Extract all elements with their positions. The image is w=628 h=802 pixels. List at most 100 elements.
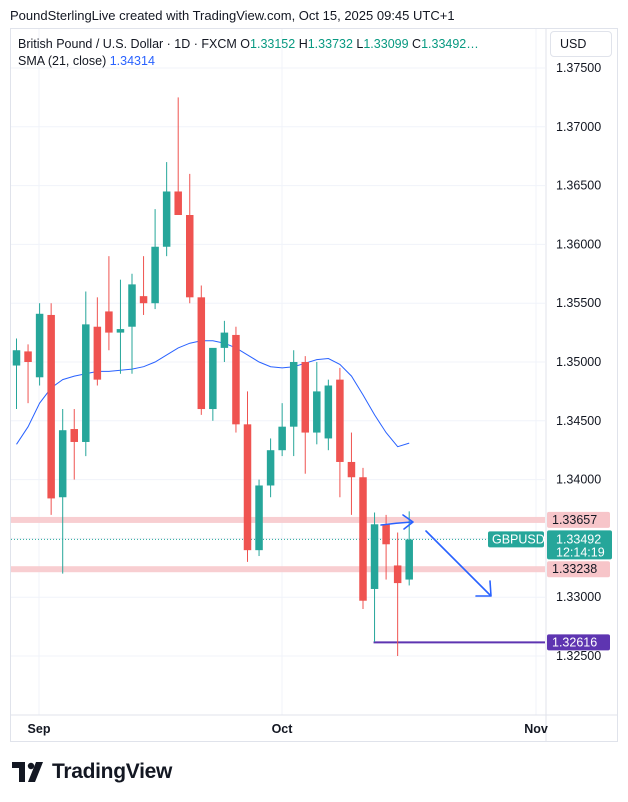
level-price-label-text: 1.33657 xyxy=(552,513,597,527)
resistance-zone xyxy=(11,516,545,523)
tradingview-wordmark: TradingView xyxy=(52,760,173,783)
legend-symbol-row: British Pound / U.S. Dollar · 1D · FXCM … xyxy=(18,36,479,53)
candle-body xyxy=(139,296,148,304)
candle xyxy=(382,514,390,580)
candle xyxy=(220,320,229,362)
candle-body xyxy=(24,351,32,362)
last-price-badge-bg xyxy=(547,530,612,560)
candle-body xyxy=(47,314,55,499)
candle-body xyxy=(151,246,159,304)
candle xyxy=(243,391,252,562)
last-price-value: 1.33492 xyxy=(556,532,601,546)
candle xyxy=(393,532,402,656)
candle xyxy=(70,409,78,480)
symbol-tag-text: GBPUSD xyxy=(492,532,545,546)
candle-body xyxy=(278,426,286,451)
support-price-label: 1.32616 xyxy=(547,634,610,651)
candle xyxy=(82,291,90,457)
legend-high-label: H xyxy=(298,37,308,51)
currency-button[interactable]: USD xyxy=(550,31,612,57)
candle-body xyxy=(105,311,113,333)
legend-open-label: O xyxy=(240,37,251,51)
candle xyxy=(128,273,136,374)
symbol-tag: GBPUSD xyxy=(488,531,545,548)
y-tick-label: 1.34500 xyxy=(556,414,601,428)
candle xyxy=(266,438,275,498)
candle xyxy=(58,409,67,574)
candle-body xyxy=(313,391,321,433)
candle xyxy=(105,256,113,351)
legend-open: 1.33152 xyxy=(250,37,296,51)
candle-body xyxy=(209,347,217,410)
candle xyxy=(347,432,356,515)
candle-body xyxy=(382,524,390,545)
candle-body xyxy=(266,450,275,486)
y-tick-label: 1.36500 xyxy=(556,179,601,193)
candle-body xyxy=(128,284,136,327)
tradingview-logo: TradingView xyxy=(12,760,172,784)
candle xyxy=(174,97,182,215)
legend-low-label: L xyxy=(356,37,364,51)
legend-sma-value: 1.34314 xyxy=(109,54,155,68)
candle xyxy=(47,303,55,515)
chart-credit: PoundSterlingLive created with TradingVi… xyxy=(10,8,455,23)
candle-body xyxy=(301,362,309,433)
candle xyxy=(336,367,344,498)
candle-body xyxy=(289,362,298,427)
candle-body xyxy=(35,313,44,378)
candle-body xyxy=(324,385,333,439)
support-price-label-text: 1.32616 xyxy=(552,635,597,649)
candle xyxy=(255,479,263,557)
candle-body xyxy=(93,326,102,380)
candle xyxy=(162,162,171,257)
y-tick-label: 1.34000 xyxy=(556,473,601,487)
candle-body xyxy=(255,485,263,551)
support-price-label-bg xyxy=(547,634,610,651)
legend-symbol: British Pound / U.S. Dollar · 1D · FXCM xyxy=(18,37,237,51)
candle xyxy=(12,338,21,410)
candle xyxy=(324,379,333,451)
candle xyxy=(209,347,217,421)
candle-body xyxy=(58,430,67,498)
legend-sma-label: SMA (21, close) xyxy=(18,54,107,68)
candle-body xyxy=(174,191,182,215)
candle xyxy=(370,512,379,642)
sma-line xyxy=(16,340,410,448)
chart-frame xyxy=(10,28,618,742)
candle xyxy=(139,256,148,315)
x-tick-label: Sep xyxy=(28,722,51,736)
candle-body xyxy=(12,350,21,366)
candle-body xyxy=(359,477,367,601)
last-price-countdown: 12:14:19 xyxy=(556,545,605,559)
annotation-arrow-right xyxy=(380,521,413,526)
y-tick-label: 1.37000 xyxy=(556,120,601,134)
candle xyxy=(93,297,102,386)
legend-close-label: C xyxy=(412,37,422,51)
candle-body xyxy=(243,424,252,551)
candle xyxy=(301,356,309,474)
y-tick-label: 1.33000 xyxy=(556,590,601,604)
level-price-label-bg xyxy=(547,511,610,528)
candle-body xyxy=(70,429,78,442)
candle-body xyxy=(347,461,356,478)
annotation-arrow-down-head xyxy=(475,580,492,597)
y-tick-label: 1.35000 xyxy=(556,355,601,369)
x-tick-label: Oct xyxy=(272,722,294,736)
candle xyxy=(24,344,32,404)
candle-body xyxy=(405,539,413,580)
symbol-tag-bg xyxy=(488,531,544,548)
candle xyxy=(359,467,367,609)
level-price-label: 1.33657 xyxy=(547,511,610,528)
legend-close: 1.33492… xyxy=(421,37,479,51)
x-tick-label: Nov xyxy=(524,722,548,736)
candle-body xyxy=(162,191,171,247)
y-tick-label: 1.37500 xyxy=(556,61,601,75)
candle xyxy=(289,350,298,457)
candle-body xyxy=(116,329,125,333)
annotation-arrow-down xyxy=(425,530,491,596)
candle-body xyxy=(232,334,240,425)
candle-body xyxy=(82,324,90,442)
level-price-label-text: 1.33238 xyxy=(552,562,597,576)
